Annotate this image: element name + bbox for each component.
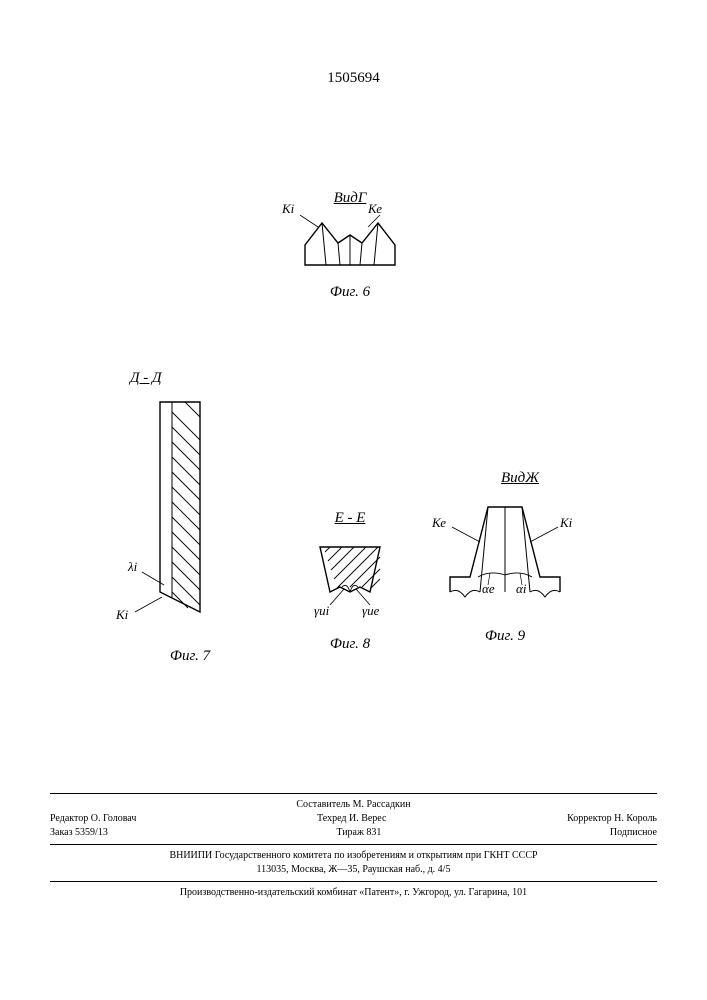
figure-8: Е - Е γиi γие Фиг. 8 bbox=[300, 510, 400, 653]
fig9-view-label: ВидЖ bbox=[470, 470, 570, 487]
colophon-line2-mid1: Техред И. Верес bbox=[317, 812, 386, 826]
fig9-ke-label: Ке bbox=[432, 515, 446, 531]
fig8-svg bbox=[300, 537, 400, 607]
colophon-line4: ВНИИПИ Государственного комитета по изоб… bbox=[50, 849, 657, 863]
fig9-ae-label: αе bbox=[482, 581, 495, 597]
fig8-left-label: γиi bbox=[314, 603, 329, 619]
fig7-lambda-label: λi bbox=[128, 559, 137, 575]
colophon-line2-left: Заказ 5359/13 bbox=[50, 826, 108, 840]
fig6-caption: Фиг. 6 bbox=[290, 284, 410, 301]
colophon-line3-right: Подписное bbox=[610, 826, 657, 840]
figure-7: Д - Д λi Кi Фиг. 7 bbox=[130, 370, 230, 665]
colophon-line1-left: Редактор О. Головач bbox=[50, 812, 136, 826]
fig7-section-label: Д - Д bbox=[130, 370, 230, 387]
fig7-k-label: Кi bbox=[116, 607, 128, 623]
fig6-ki-label: Кi bbox=[282, 201, 294, 217]
page-number: 1505694 bbox=[327, 70, 380, 87]
colophon-line6: Производственно-издательский комбинат «П… bbox=[50, 886, 657, 900]
colophon-line2-right: Корректор Н. Король bbox=[567, 812, 657, 826]
colophon-line2-mid2: Тираж 831 bbox=[336, 826, 381, 840]
fig9-svg bbox=[440, 497, 570, 617]
fig9-caption: Фиг. 9 bbox=[440, 628, 570, 645]
fig8-section-label: Е - Е bbox=[300, 510, 400, 527]
colophon-line5: 113035, Москва, Ж—35, Раушская наб., д. … bbox=[50, 863, 657, 877]
fig8-right-label: γие bbox=[362, 603, 379, 619]
fig9-ai-label: αi bbox=[516, 581, 526, 597]
fig8-caption: Фиг. 8 bbox=[300, 636, 400, 653]
figure-9: ВидЖ Ке Кi αе αi Фиг. 9 bbox=[440, 470, 570, 645]
colophon: Составитель М. Рассадкин Редактор О. Гол… bbox=[50, 789, 657, 900]
colophon-line1-mid: Составитель М. Рассадкин bbox=[50, 798, 657, 812]
fig7-svg bbox=[130, 397, 220, 637]
figure-6: ВидГ Кi Ке Фиг. 6 bbox=[290, 190, 410, 301]
fig6-ke-label: Ке bbox=[368, 201, 382, 217]
fig7-caption: Фиг. 7 bbox=[150, 648, 230, 665]
fig9-ki-label: Кi bbox=[560, 515, 572, 531]
fig6-view-label: ВидГ bbox=[290, 190, 410, 207]
fig6-svg bbox=[290, 215, 410, 275]
